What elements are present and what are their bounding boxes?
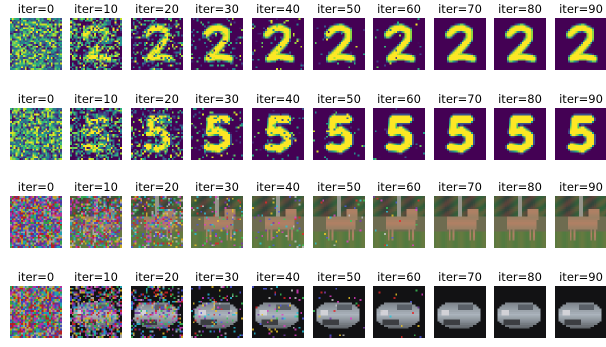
reconstruction-image [191, 18, 243, 70]
panel-caption: iter=30 [195, 180, 239, 194]
reconstruction-image [131, 196, 183, 248]
panel-caption: iter=60 [377, 180, 421, 194]
panel-caption: iter=60 [377, 2, 421, 16]
reconstruction-image [252, 108, 304, 160]
panel-caption: iter=10 [74, 270, 118, 284]
panel-caption: iter=80 [498, 92, 542, 106]
panel-caption: iter=30 [195, 270, 239, 284]
reconstruction-image [252, 286, 304, 338]
reconstruction-image [373, 196, 425, 248]
reconstruction-image [10, 196, 62, 248]
reconstruction-image [555, 108, 606, 160]
panel-caption: iter=60 [377, 270, 421, 284]
panel-caption: iter=20 [135, 92, 179, 106]
reconstruction-image [313, 196, 365, 248]
reconstruction-image [434, 108, 486, 160]
panel-caption: iter=60 [377, 92, 421, 106]
panel-caption: iter=10 [74, 92, 118, 106]
reconstruction-image [494, 108, 546, 160]
panel-caption: iter=50 [317, 270, 361, 284]
panel-caption: iter=0 [17, 92, 55, 106]
reconstruction-image [70, 196, 122, 248]
panel-caption: iter=70 [438, 2, 482, 16]
reconstruction-image [373, 286, 425, 338]
reconstruction-image [131, 286, 183, 338]
reconstruction-image [373, 18, 425, 70]
panel-caption: iter=70 [438, 180, 482, 194]
panel-caption: iter=30 [195, 2, 239, 16]
panel-caption: iter=40 [256, 270, 300, 284]
panel-caption: iter=90 [559, 92, 603, 106]
panel-caption: iter=20 [135, 270, 179, 284]
panel-caption: iter=10 [74, 2, 118, 16]
reconstruction-image [494, 196, 546, 248]
reconstruction-image [313, 108, 365, 160]
reconstruction-image [434, 286, 486, 338]
panel-caption: iter=40 [256, 92, 300, 106]
panel-caption: iter=80 [498, 270, 542, 284]
reconstruction-image [555, 196, 606, 248]
reconstruction-image [313, 286, 365, 338]
reconstruction-image [494, 286, 546, 338]
panel-caption: iter=0 [17, 180, 55, 194]
panel-caption: iter=70 [438, 92, 482, 106]
reconstruction-image [10, 108, 62, 160]
panel-caption: iter=50 [317, 92, 361, 106]
reconstruction-image [252, 18, 304, 70]
reconstruction-image [131, 18, 183, 70]
panel-caption: iter=30 [195, 92, 239, 106]
reconstruction-image [494, 18, 546, 70]
panel-caption: iter=20 [135, 2, 179, 16]
reconstruction-image [313, 18, 365, 70]
reconstruction-image [373, 108, 425, 160]
reconstruction-image [70, 18, 122, 70]
reconstruction-image [10, 286, 62, 338]
panel-caption: iter=90 [559, 270, 603, 284]
reconstruction-image [191, 108, 243, 160]
reconstruction-image [434, 18, 486, 70]
panel-caption: iter=0 [17, 2, 55, 16]
panel-caption: iter=70 [438, 270, 482, 284]
panel-caption: iter=0 [17, 270, 55, 284]
panel-caption: iter=90 [559, 2, 603, 16]
panel-caption: iter=10 [74, 180, 118, 194]
panel-caption: iter=20 [135, 180, 179, 194]
reconstruction-image [555, 286, 606, 338]
panel-caption: iter=80 [498, 2, 542, 16]
reconstruction-image [10, 18, 62, 70]
panel-caption: iter=80 [498, 180, 542, 194]
reconstruction-image [191, 286, 243, 338]
panel-caption: iter=50 [317, 180, 361, 194]
panel-caption: iter=40 [256, 180, 300, 194]
reconstruction-image [252, 196, 304, 248]
panel-caption: iter=40 [256, 2, 300, 16]
panel-caption: iter=50 [317, 2, 361, 16]
reconstruction-image [555, 18, 606, 70]
reconstruction-image [70, 108, 122, 160]
reconstruction-image [191, 196, 243, 248]
reconstruction-image [434, 196, 486, 248]
reconstruction-image [70, 286, 122, 338]
reconstruction-image [131, 108, 183, 160]
panel-caption: iter=90 [559, 180, 603, 194]
